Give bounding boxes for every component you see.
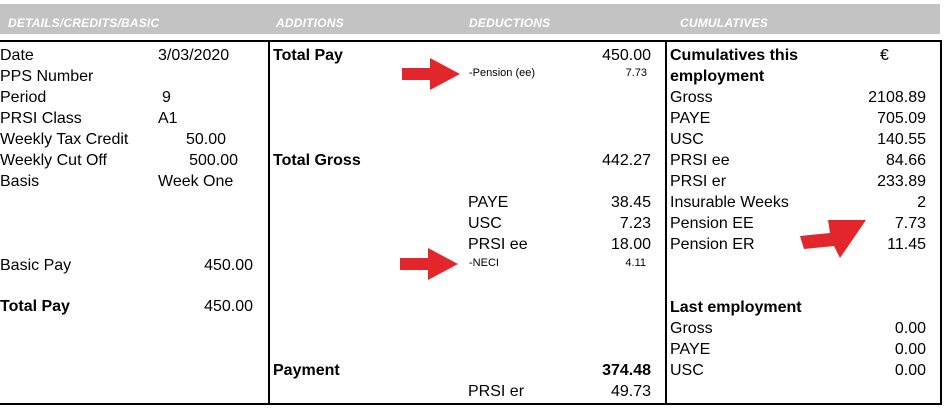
detail-label-prsi-class: PRSI Class bbox=[0, 110, 82, 127]
deduction-prsi-ee-label: PRSI ee bbox=[468, 236, 528, 253]
column-divider-left bbox=[268, 40, 270, 405]
arrow-up-right-icon bbox=[800, 220, 866, 258]
cumulative-prsi-er-label: PRSI er bbox=[670, 173, 727, 190]
deduction-prsi-er-value: 49.73 bbox=[610, 383, 651, 400]
detail-label-pps: PPS Number bbox=[0, 68, 94, 85]
last-paye-label: PAYE bbox=[670, 341, 711, 358]
last-gross-label: Gross bbox=[670, 320, 713, 337]
detail-value-tax-credit: 50.00 bbox=[185, 131, 226, 148]
table-border-top bbox=[0, 40, 942, 42]
header-cumulatives: CUMULATIVES bbox=[680, 16, 768, 30]
cumulative-insurable-weeks-value: 2 bbox=[917, 194, 926, 211]
total-pay-value-left: 450.00 bbox=[204, 298, 253, 315]
header-additions: ADDITIONS bbox=[276, 16, 344, 30]
deduction-paye-label: PAYE bbox=[468, 194, 509, 211]
table-border-bottom bbox=[0, 403, 942, 405]
detail-label-date: Date bbox=[0, 47, 34, 64]
total-gross-label: Total Gross bbox=[273, 152, 361, 169]
header-deductions: DEDUCTIONS bbox=[469, 16, 551, 30]
cumulative-usc-label: USC bbox=[670, 131, 704, 148]
deduction-usc-value: 7.23 bbox=[619, 215, 651, 232]
cumulative-prsi-er-value: 233.89 bbox=[877, 173, 926, 190]
deduction-prsi-ee-value: 18.00 bbox=[610, 236, 651, 253]
cumulative-pension-ee-value: 7.73 bbox=[894, 215, 926, 232]
column-divider-right bbox=[665, 40, 667, 405]
last-usc-label: USC bbox=[670, 362, 704, 379]
pension-ee-value: 7.73 bbox=[625, 67, 647, 79]
detail-value-prsi-class: A1 bbox=[158, 110, 178, 127]
deduction-paye-value: 38.45 bbox=[610, 194, 651, 211]
basic-pay-label: Basic Pay bbox=[0, 257, 72, 274]
cumulative-paye-value: 705.09 bbox=[877, 110, 926, 127]
deduction-neci-value: 4.11 bbox=[625, 257, 646, 269]
deduction-prsi-er-label: PRSI er bbox=[468, 383, 525, 400]
cumulative-gross-value: 2108.89 bbox=[868, 89, 926, 106]
detail-value-cut-off: 500.00 bbox=[189, 152, 238, 169]
total-gross-value: 442.27 bbox=[602, 152, 651, 169]
total-pay-label: Total Pay bbox=[273, 47, 343, 64]
detail-label-basis: Basis bbox=[0, 173, 40, 190]
cumulative-prsi-ee-value: 84.66 bbox=[885, 152, 926, 169]
cumulative-prsi-ee-label: PRSI ee bbox=[670, 152, 730, 169]
deduction-usc-label: USC bbox=[468, 215, 502, 232]
detail-value-basis: Week One bbox=[158, 173, 234, 190]
last-employment-title: Last employment bbox=[670, 299, 802, 316]
cumulative-pension-er-value: 11.45 bbox=[887, 236, 926, 253]
detail-label-cut-off: Weekly Cut Off bbox=[0, 152, 107, 169]
total-pay-value: 450.00 bbox=[602, 47, 651, 64]
cumulatives-title-line1: Cumulatives this bbox=[670, 47, 799, 64]
payment-label: Payment bbox=[273, 362, 340, 379]
header-details: DETAILS/CREDITS/BASIC bbox=[8, 16, 160, 30]
payment-value: 374.48 bbox=[602, 362, 651, 379]
cumulatives-title-line2: employment bbox=[670, 68, 765, 85]
last-paye-value: 0.00 bbox=[894, 341, 926, 358]
arrow-right-icon bbox=[400, 248, 458, 280]
detail-value-date: 3/03/2020 bbox=[158, 47, 230, 64]
last-gross-value: 0.00 bbox=[894, 320, 926, 337]
cumulative-gross-label: Gross bbox=[670, 89, 713, 106]
cumulative-usc-value: 140.55 bbox=[877, 131, 926, 148]
cumulative-pension-ee-label: Pension EE bbox=[670, 215, 754, 232]
section-header-bar: DETAILS/CREDITS/BASIC ADDITIONS DEDUCTIO… bbox=[0, 4, 940, 34]
cumulative-paye-label: PAYE bbox=[670, 110, 711, 127]
currency-symbol: € bbox=[880, 47, 889, 64]
cumulative-insurable-weeks-label: Insurable Weeks bbox=[670, 194, 789, 211]
detail-label-period: Period bbox=[0, 89, 47, 106]
arrow-right-icon bbox=[402, 58, 460, 90]
deduction-neci-label: -NECI bbox=[469, 257, 499, 269]
total-pay-label-left: Total Pay bbox=[0, 298, 70, 315]
detail-value-period: 9 bbox=[162, 89, 171, 106]
cumulative-pension-er-label: Pension ER bbox=[670, 236, 755, 253]
detail-label-tax-credit: Weekly Tax Credit bbox=[0, 131, 129, 148]
pension-ee-label: -Pension (ee) bbox=[469, 67, 536, 79]
basic-pay-value: 450.00 bbox=[204, 257, 253, 274]
table-border-right bbox=[940, 40, 942, 405]
last-usc-value: 0.00 bbox=[894, 362, 926, 379]
